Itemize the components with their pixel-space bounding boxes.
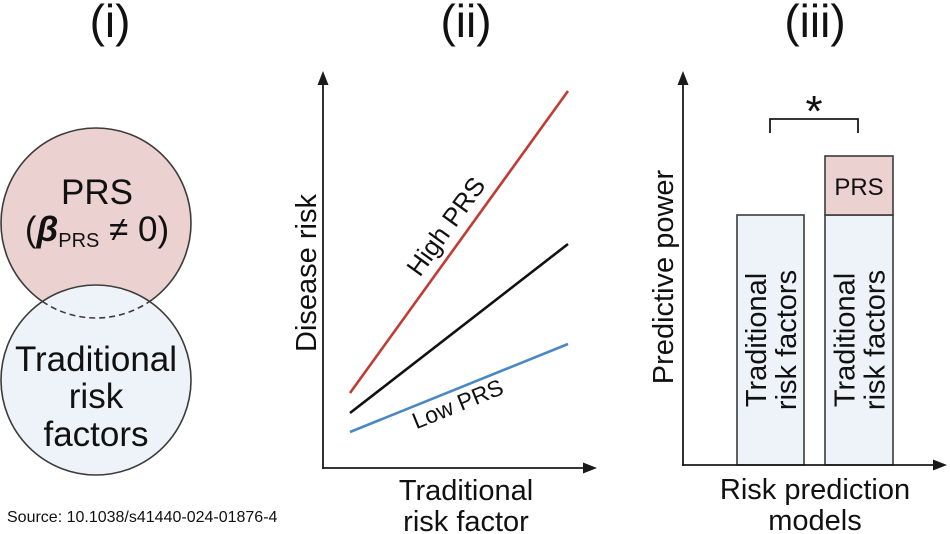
panel-ii-title: (ii) [440,0,491,47]
panel-i-title: (i) [90,0,131,47]
panel-iii-y-axis-arrowhead [677,71,689,85]
panel-ii-y-axis-arrowhead [317,71,329,85]
bar-2-label: Traditional risk factors [830,270,892,410]
panel-ii-x-axis-label-line-2: risk factor [403,506,529,534]
low-prs-line [349,342,569,434]
bar-2-label-line-2: risk factors [860,270,892,410]
panel-iii-y-axis-label: Predictive power [648,169,680,384]
beta-prs-expression: (βPRS ≠ 0) [25,210,169,252]
panel-i: (i) PRS (βPRS ≠ 0) Traditional risk fact… [0,0,192,476]
panel-iii-x-axis-label-line-2: models [768,505,862,534]
panel-ii-y-axis-label: Disease risk [291,194,323,352]
source-caption: Source: 10.1038/s41440-024-01876-4 [7,509,278,526]
prs-circle-label: PRS [61,173,133,212]
traditional-circle-label-line-2: risk [69,377,124,416]
bar-2-label-line-1: Traditional [830,273,862,407]
panel-iii-x-axis-label-line-1: Risk prediction [720,474,910,506]
significance-star: * [805,87,822,136]
traditional-risk-factors-circle [0,284,192,476]
bar-traditional-risk-factors [736,214,805,466]
panel-iii-x-axis-arrowhead [933,459,947,471]
bar-combined-prs-segment [824,155,894,216]
overlap-dashed-arc [42,300,150,319]
panel-ii-x-axis-label-line-1: Traditional [399,475,533,507]
panel-iii-title: (iii) [784,0,845,47]
traditional-circle-label-line-3: factors [43,415,148,454]
bar-1-label: Traditional risk factors [741,270,803,410]
reference-line [349,242,569,415]
bar-1-label-line-2: risk factors [771,270,803,410]
panel-iii: (iii) PRS Traditional risk factors Tradi… [648,0,947,534]
bar-combined-traditional-segment [824,214,894,466]
bar-prs-segment-label: PRS [834,174,883,201]
beta-open-paren: ( [25,210,37,249]
panel-ii-x-axis-arrowhead [583,462,597,474]
beta-symbol: β [36,210,59,249]
high-prs-line [348,90,570,394]
beta-subscript: PRS [58,230,99,252]
bar-1-label-line-1: Traditional [741,273,773,407]
beta-not-equal-zero: ≠ 0) [99,210,169,249]
traditional-circle-label-line-1: Traditional [15,340,177,379]
significance-bracket [769,118,859,133]
